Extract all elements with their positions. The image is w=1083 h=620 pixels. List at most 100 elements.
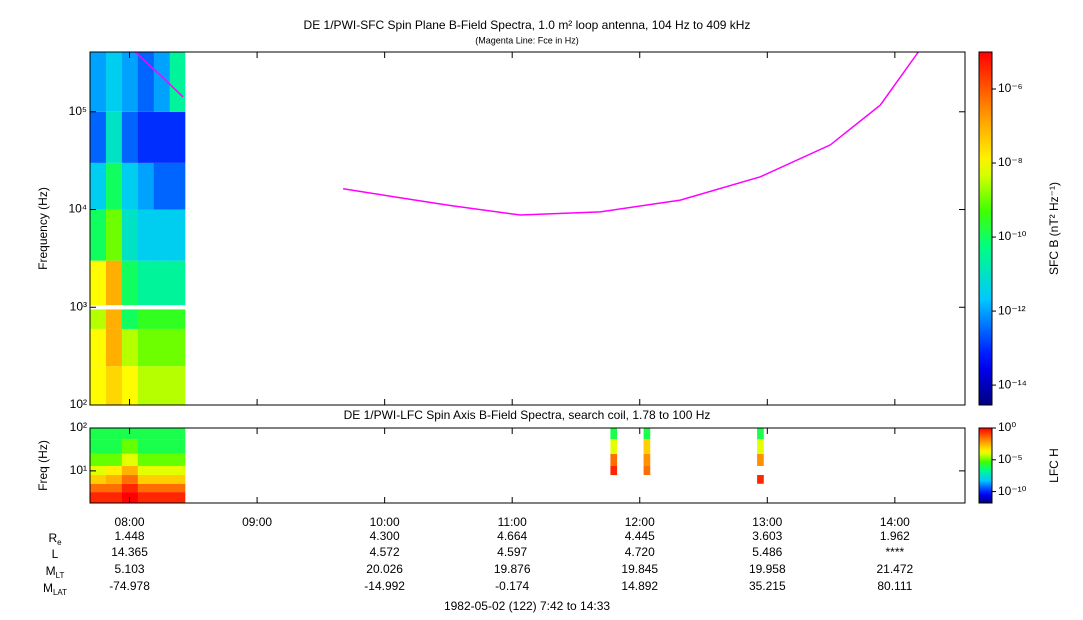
- colorbar-tick-label: 10⁻¹⁰: [998, 229, 1027, 243]
- heatmap-cell: [169, 162, 186, 210]
- heatmap-cell: [137, 209, 155, 261]
- ephemeris-value: 1.448: [115, 529, 145, 543]
- heatmap-cell: [90, 366, 107, 405]
- ephemeris-value: 5.486: [752, 545, 782, 559]
- heatmap-cell: [169, 309, 186, 329]
- heatmap-cell: [169, 465, 186, 476]
- ephemeris-value: 35.215: [749, 579, 786, 593]
- heatmap-cell: [137, 260, 155, 306]
- heatmap-cell: [121, 465, 139, 476]
- heatmap-cell: [105, 492, 123, 503]
- heatmap-cell: [610, 439, 618, 454]
- heatmap-cell: [169, 111, 186, 163]
- heatmap-cell: [137, 162, 155, 210]
- x-tick-label: 10:00: [370, 515, 400, 529]
- colorbar-tick-label: 10⁻⁶: [998, 81, 1023, 95]
- ephemeris-value: 14.365: [111, 545, 148, 559]
- heatmap-cell: [90, 428, 107, 440]
- heatmap-cell: [137, 483, 155, 493]
- heatmap-cell: [169, 483, 186, 493]
- heatmap-cell: [121, 328, 139, 367]
- row-label-main: R: [48, 531, 57, 545]
- x-tick-label: 11:00: [498, 515, 527, 529]
- ephemeris-value: -74.978: [109, 579, 150, 593]
- heatmap-cell: [105, 260, 123, 306]
- heatmap-cell: [90, 465, 107, 476]
- heatmap-cell: [105, 111, 123, 163]
- heatmap-cell: [105, 475, 123, 484]
- ephemeris-value: 80.111: [877, 579, 912, 593]
- heatmap-cell: [121, 209, 139, 261]
- heatmap-cell: [105, 209, 123, 261]
- heatmap-cell: [153, 428, 171, 440]
- heatmap-cell: [121, 483, 139, 493]
- y-tick-label: 10³: [70, 299, 87, 313]
- heatmap-cell: [153, 366, 171, 405]
- colorbar-label: LFC H: [1047, 448, 1061, 483]
- heatmap-cell: [137, 428, 155, 440]
- heatmap-cell: [757, 428, 764, 440]
- heatmap-cell: [137, 111, 155, 163]
- heatmap-cell: [153, 492, 171, 503]
- heatmap-cell: [90, 453, 107, 466]
- heatmap-cell: [137, 366, 155, 405]
- heatmap-cell: [137, 52, 155, 112]
- y-tick-label: 10²: [70, 420, 87, 434]
- ephemeris-value: 5.103: [115, 562, 145, 576]
- heatmap-cell: [90, 492, 107, 503]
- y-axis-label: Freq (Hz): [36, 440, 50, 491]
- plot-frame: [89, 51, 966, 406]
- row-label-sub: LT: [56, 571, 65, 580]
- heatmap-cell: [137, 453, 155, 466]
- heatmap-cell: [137, 465, 155, 476]
- heatmap-cell: [643, 453, 651, 466]
- heatmap-cell: [90, 483, 107, 493]
- heatmap-cell: [169, 492, 186, 503]
- row-label: MLT: [46, 564, 65, 580]
- heatmap-cell: [121, 309, 139, 329]
- heatmap-cell: [169, 428, 186, 440]
- colorbar-tick-label: 10⁻⁵: [998, 452, 1023, 466]
- colorbar-tick-label: 10⁻¹⁴: [998, 377, 1027, 391]
- footer: 1982-05-02 (122) 7:42 to 14:33: [444, 599, 610, 613]
- heatmap-cell: [153, 309, 171, 329]
- row-label-sub: LAT: [53, 588, 67, 597]
- ephemeris-value: 14.892: [621, 579, 658, 593]
- ephemeris-value: -14.992: [364, 579, 405, 593]
- row-label: MLAT: [43, 581, 67, 597]
- heatmap-cell: [169, 52, 186, 112]
- ephemeris-value: 4.720: [625, 545, 655, 559]
- row-label: Re: [48, 531, 62, 547]
- heatmap-cell: [90, 439, 107, 454]
- heatmap-cell: [153, 209, 171, 261]
- heatmap-cell: [153, 465, 171, 476]
- ephemeris-value: 4.445: [625, 529, 655, 543]
- plot-frame: [89, 427, 966, 504]
- heatmap-cell: [153, 439, 171, 454]
- heatmap-cell: [643, 428, 651, 440]
- y-tick-label: 10⁴: [68, 202, 87, 216]
- heatmap-cell: [153, 111, 171, 163]
- heatmap-cell: [105, 162, 123, 210]
- heatmap-cell: [137, 439, 155, 454]
- y-axis-label: Frequency (Hz): [36, 187, 50, 270]
- heatmap-cell: [610, 465, 618, 476]
- ephemeris-value: ****: [886, 545, 905, 559]
- heatmap-cell: [169, 209, 186, 261]
- heatmap-cell: [610, 453, 618, 466]
- heatmap-cell: [121, 366, 139, 405]
- heatmap-cell: [105, 439, 123, 454]
- heatmap-cell: [169, 328, 186, 367]
- heatmap-cell: [105, 465, 123, 476]
- colorbar-tick-label: 10⁻¹²: [998, 303, 1026, 317]
- heatmap-cell: [153, 52, 171, 112]
- heatmap-cell: [137, 328, 155, 367]
- y-tick-label: 10²: [70, 397, 87, 411]
- heatmap-cell: [90, 52, 107, 112]
- x-tick-label: 14:00: [880, 515, 910, 529]
- heatmap-cell: [90, 111, 107, 163]
- heatmap-cell: [105, 428, 123, 440]
- y-tick-label: 10¹: [70, 463, 87, 477]
- chart-subtitle: (Magenta Line: Fce in Hz): [475, 35, 579, 45]
- heatmap-cell: [643, 439, 651, 454]
